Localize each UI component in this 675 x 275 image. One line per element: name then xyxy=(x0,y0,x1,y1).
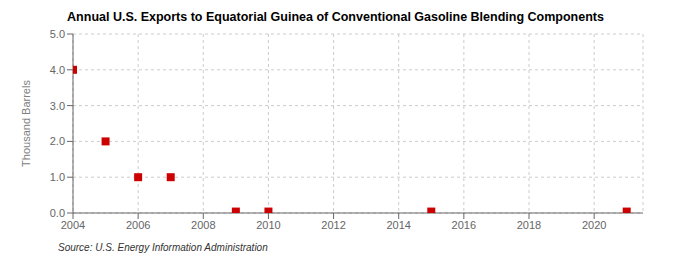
svg-text:2020: 2020 xyxy=(582,219,606,231)
svg-text:2018: 2018 xyxy=(517,219,541,231)
html-text:Annual U.S. Exports to Equator: Annual U.S. Exports to Equatorial Guinea… xyxy=(67,10,604,24)
svg-text:Thousand Barrels: Thousand Barrels xyxy=(20,80,32,167)
svg-text:2006: 2006 xyxy=(126,219,150,231)
svg-text:1.0: 1.0 xyxy=(50,171,65,183)
svg-text:2004: 2004 xyxy=(61,219,85,231)
svg-text:2010: 2010 xyxy=(256,219,280,231)
svg-text:5.0: 5.0 xyxy=(50,28,65,40)
svg-text:2014: 2014 xyxy=(386,219,410,231)
svg-text:2.0: 2.0 xyxy=(50,135,65,147)
svg-text:2008: 2008 xyxy=(191,219,215,231)
svg-text:0.0: 0.0 xyxy=(50,207,65,219)
svg-text:2016: 2016 xyxy=(452,219,476,231)
svg-text:2012: 2012 xyxy=(321,219,345,231)
svg-text:4.0: 4.0 xyxy=(50,64,65,76)
svg-text:3.0: 3.0 xyxy=(50,100,65,112)
html-text:Source: U.S. Energy Informatio: Source: U.S. Energy Information Administ… xyxy=(58,242,268,253)
